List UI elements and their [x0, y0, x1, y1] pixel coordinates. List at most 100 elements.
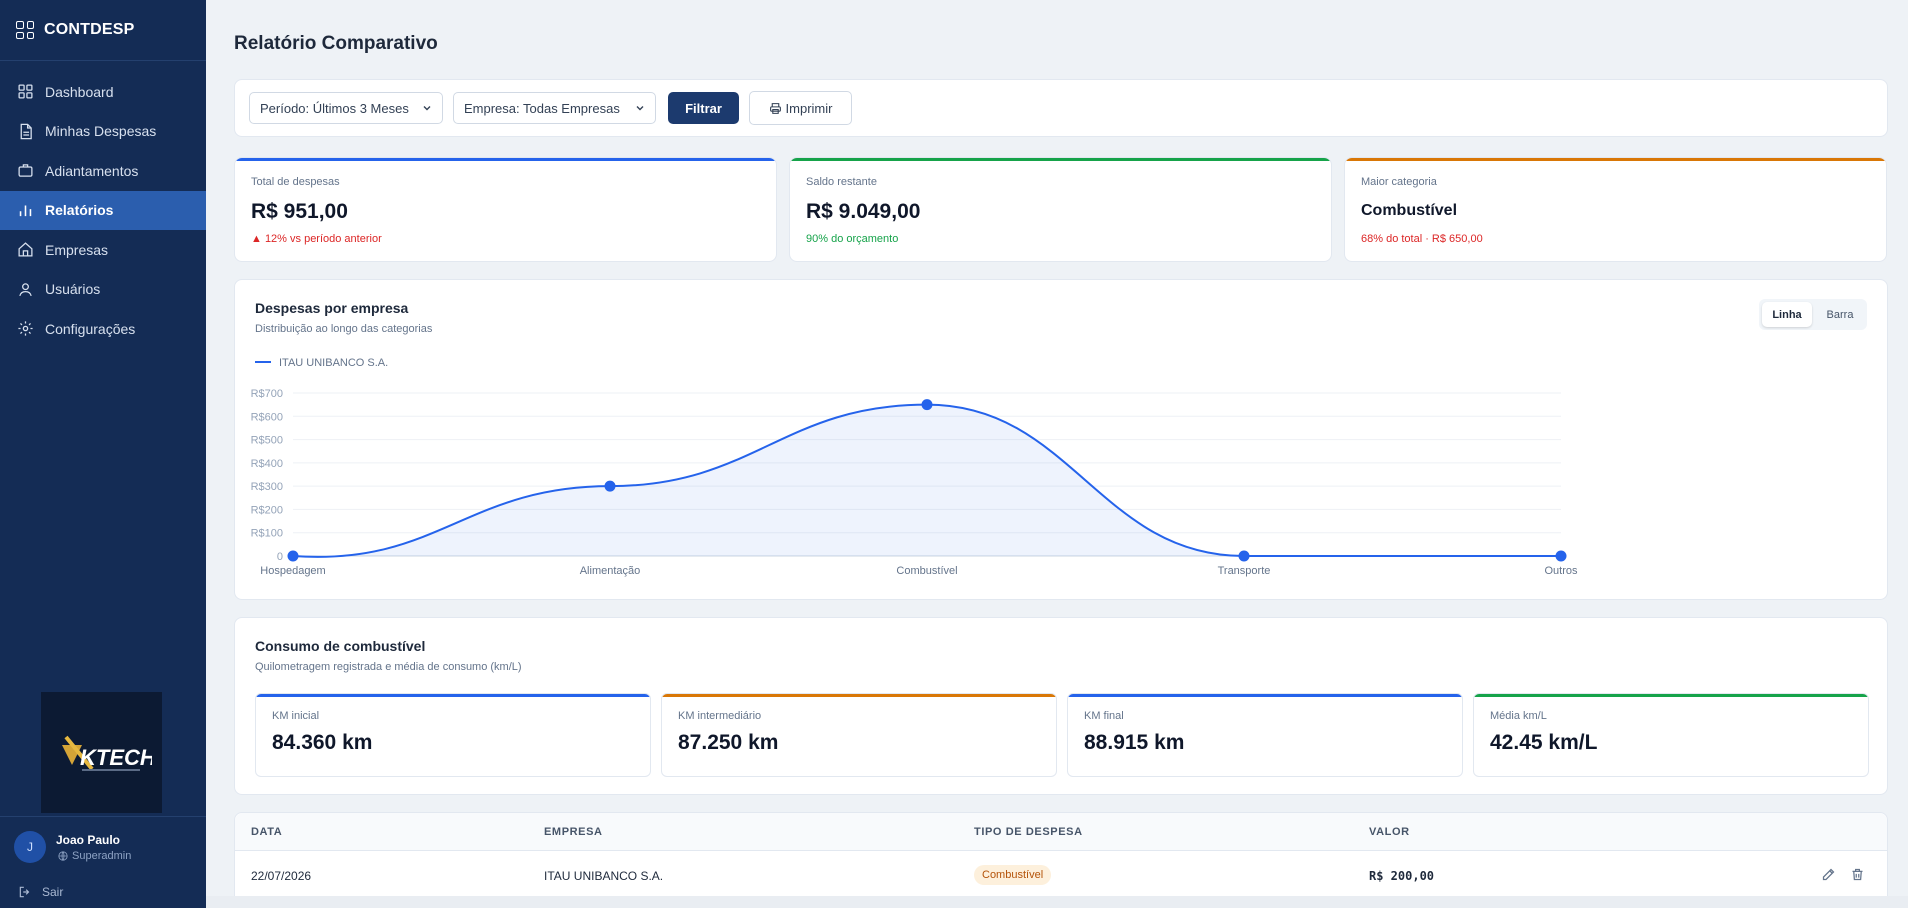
brand-name: CONTDESP — [44, 21, 135, 38]
stat-label: Maior categoria — [1361, 176, 1437, 188]
dashboard-icon — [18, 84, 33, 99]
y-tick-label: R$100 — [251, 528, 283, 540]
column-header-empresa[interactable]: EMPRESA — [544, 826, 603, 838]
printer-icon — [769, 102, 781, 114]
user-panel: J Joao Paulo Superadmin Sair — [0, 816, 206, 908]
x-tick-label: Outros — [1544, 565, 1578, 577]
data-point — [604, 480, 616, 492]
km-label: KM inicial — [272, 710, 320, 722]
user-icon — [19, 282, 32, 296]
sidebar-item-relatorios[interactable]: Relatórios — [0, 190, 206, 230]
sidebar-item-label: Dashboard — [45, 83, 114, 100]
stat-card-total: Total de despesas R$ 951,00 ▲ 12% vs per… — [234, 157, 777, 262]
horizontal-scrollbar[interactable] — [206, 896, 1908, 908]
stat-value: R$ 951,00 — [251, 200, 348, 223]
expenses-chart-card: Despesas por empresa Distribuição ao lon… — [234, 279, 1888, 600]
legend-label: ITAU UNIBANCO S.A. — [279, 357, 388, 369]
briefcase-icon — [18, 164, 33, 178]
sidebar-item-adiantamentos[interactable]: Adiantamentos — [0, 151, 206, 191]
stat-value: Combustível — [1361, 202, 1458, 219]
km-accent-bar — [662, 694, 1056, 697]
sidebar-item-minhas-despesas[interactable]: Minhas Despesas — [0, 112, 206, 152]
cell-value: R$ 200,00 — [1369, 869, 1435, 883]
column-header-valor[interactable]: VALOR — [1369, 826, 1410, 838]
cell-company: ITAU UNIBANCO S.A. — [544, 869, 664, 883]
y-tick-label: R$300 — [251, 481, 283, 493]
km-accent-bar — [1068, 694, 1462, 697]
data-point — [921, 399, 933, 411]
km-intermediate-box: KM intermediário 87.250 km — [661, 693, 1057, 777]
sidebar-item-dashboard[interactable]: Dashboard — [0, 72, 206, 112]
sidebar-item-label: Empresas — [45, 241, 109, 258]
km-label: Média km/L — [1490, 710, 1547, 722]
fuel-subtitle: Quilometragem registrada e média de cons… — [255, 661, 522, 673]
stat-accent-bar — [790, 158, 1331, 161]
print-button-label: Imprimir — [785, 100, 833, 116]
company-logo: KTECH — [41, 692, 162, 813]
fuel-title: Consumo de combustível — [255, 638, 426, 654]
table-header: DATA EMPRESA TIPO DE DESPESA VALOR — [235, 813, 1887, 851]
x-tick-label: Transporte — [1218, 565, 1271, 577]
expense-type-badge: Combustível — [974, 865, 1052, 885]
km-value: 88.915 km — [1084, 731, 1185, 754]
series-area — [293, 404, 1561, 557]
stat-change: 90% do orçamento — [806, 233, 899, 245]
y-tick-label: 0 — [277, 551, 283, 563]
stat-value: R$ 9.049,00 — [806, 200, 921, 223]
sidebar-item-empresas[interactable]: Empresas — [0, 230, 206, 270]
km-average-box: Média km/L 42.45 km/L — [1473, 693, 1869, 777]
sidebar-item-usuarios[interactable]: Usuários — [0, 270, 206, 310]
main-content: Relatório Comparativo Período: Últimos 3… — [206, 0, 1908, 908]
km-value: 84.360 km — [272, 731, 373, 754]
line-chart: 0 R$100 R$200 R$300 R$400 R$500 R$600 R$700 Hosp… — [251, 357, 1578, 577]
stat-change: 68% do total · R$ 650,00 — [1361, 233, 1483, 245]
sidebar: CONTDESP Dashboard Minhas Despesas Adian… — [0, 0, 206, 908]
company-select[interactable]: Empresa: Todas Empresas — [453, 92, 656, 124]
y-tick-label: R$200 — [251, 504, 283, 516]
km-final-box: KM final 88.915 km — [1067, 693, 1463, 777]
avatar[interactable]: J — [14, 831, 46, 863]
home-icon — [18, 242, 33, 257]
data-point — [287, 550, 299, 562]
chart-title: Despesas por empresa — [255, 300, 409, 316]
apps-grid-icon — [16, 21, 34, 39]
filter-button[interactable]: Filtrar — [668, 92, 739, 124]
bar-chart-icon — [19, 205, 32, 216]
x-tick-label: Hospedagem — [260, 565, 325, 577]
trash-icon[interactable] — [1850, 867, 1865, 882]
x-tick-label: Alimentação — [580, 565, 641, 577]
toggle-bar-button[interactable]: Barra — [1826, 308, 1854, 321]
sidebar-item-label: Configurações — [45, 320, 136, 337]
ktech-logo: KTECH — [61, 735, 152, 771]
print-button[interactable]: Imprimir — [749, 91, 852, 125]
km-initial-box: KM inicial 84.360 km — [255, 693, 651, 777]
column-header-tipo[interactable]: TIPO DE DESPESA — [974, 826, 1083, 838]
sidebar-item-configuracoes[interactable]: Configurações — [0, 309, 206, 349]
stat-label: Saldo restante — [806, 176, 877, 188]
stat-accent-bar — [1345, 158, 1886, 161]
km-label: KM intermediário — [678, 710, 762, 722]
period-select[interactable]: Período: Últimos 3 Meses — [249, 92, 443, 124]
globe-icon — [58, 851, 68, 861]
y-tick-label: R$600 — [251, 411, 283, 423]
cell-date: 22/07/2026 — [251, 869, 312, 883]
column-header-data[interactable]: DATA — [251, 826, 283, 838]
toggle-line-button[interactable]: Linha — [1762, 302, 1812, 327]
km-value: 87.250 km — [678, 731, 779, 754]
company-select-value: Empresa: Todas Empresas — [464, 100, 620, 116]
y-tick-label: R$400 — [251, 458, 283, 470]
km-accent-bar — [1474, 694, 1868, 697]
document-icon — [20, 123, 32, 139]
logout-label: Sair — [42, 885, 64, 899]
user-role: Superadmin — [58, 850, 131, 862]
brand[interactable]: CONTDESP — [0, 0, 206, 61]
logo-text: KTECH — [80, 745, 152, 770]
fuel-consumption-card: Consumo de combustível Quilometragem reg… — [234, 617, 1888, 795]
sidebar-item-label: Minhas Despesas — [45, 123, 157, 140]
data-point — [1238, 550, 1250, 562]
period-select-value: Período: Últimos 3 Meses — [260, 100, 409, 116]
edit-icon[interactable] — [1821, 867, 1836, 882]
logout-link[interactable]: Sair — [18, 885, 63, 899]
chevron-down-icon — [636, 106, 644, 111]
stat-change: ▲ 12% vs período anterior — [251, 233, 382, 245]
